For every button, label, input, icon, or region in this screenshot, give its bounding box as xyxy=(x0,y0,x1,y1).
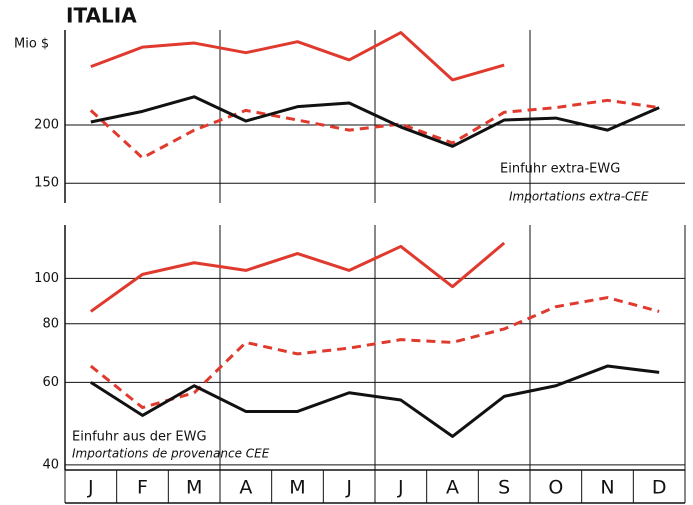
annotation: Einfuhr aus der EWG xyxy=(72,430,207,445)
annotation: Importations de provenance CEE xyxy=(72,447,270,461)
x-tick-label: O xyxy=(548,477,563,499)
x-tick-label: S xyxy=(498,477,510,499)
y-tick-label: 200 xyxy=(34,118,59,133)
x-tick-label: M xyxy=(186,477,202,499)
data-line xyxy=(90,31,505,82)
x-tick-label: N xyxy=(600,477,614,499)
x-tick-label: M xyxy=(289,477,305,499)
y-axis-label: Mio $ xyxy=(14,37,49,52)
data-line xyxy=(89,98,660,160)
data-line xyxy=(89,296,660,410)
x-tick-label: J xyxy=(397,477,404,499)
x-tick-label: A xyxy=(446,477,459,499)
y-tick-label: 150 xyxy=(34,176,59,191)
annotation: Importations extra-CEE xyxy=(509,190,649,204)
x-tick-label: A xyxy=(239,477,252,499)
x-tick-label: J xyxy=(345,477,352,499)
x-tick-label: D xyxy=(652,477,667,499)
y-tick-label: 60 xyxy=(42,375,59,390)
annotation: Einfuhr extra-EWG xyxy=(500,162,620,177)
chart-title: ITALIA xyxy=(66,4,137,28)
data-line xyxy=(89,241,506,313)
data-line xyxy=(90,95,660,148)
y-tick-label: 80 xyxy=(42,316,59,331)
x-tick-label: F xyxy=(137,477,148,499)
data-line xyxy=(90,364,660,438)
y-tick-label: 100 xyxy=(34,271,59,286)
x-tick-label: J xyxy=(87,477,94,499)
y-tick-label: 40 xyxy=(42,457,59,472)
